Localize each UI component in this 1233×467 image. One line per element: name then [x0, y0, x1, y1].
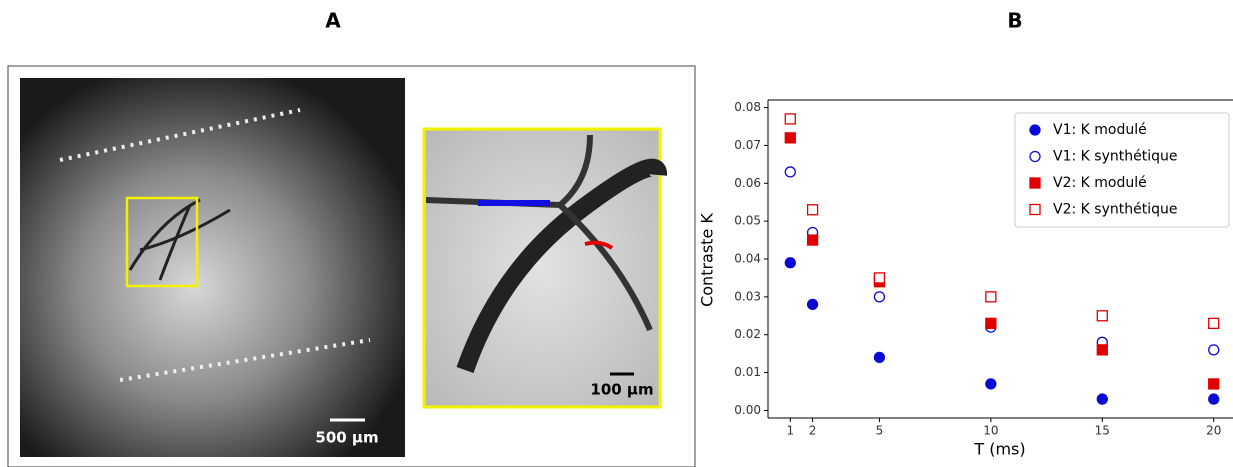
y-tick-label: 0.01	[734, 365, 761, 379]
roi-box	[125, 196, 199, 288]
point	[1208, 344, 1220, 356]
point	[1096, 393, 1108, 405]
point	[1208, 378, 1220, 390]
legend-label: V2: K synthétique	[1053, 202, 1177, 218]
scale-bar-label: 100 µm	[590, 381, 653, 399]
point	[784, 132, 796, 144]
microscopy-image	[20, 78, 405, 457]
legend-label: V1: K modulé	[1053, 122, 1147, 138]
y-tick-label: 0.07	[734, 138, 761, 152]
point	[873, 291, 886, 303]
image-detail	[128, 198, 231, 281]
point	[806, 234, 819, 246]
point	[873, 272, 886, 284]
x-tick-label: 20	[1206, 424, 1221, 438]
x-tick-label: 10	[983, 424, 998, 438]
point	[873, 351, 886, 364]
y-tick-label: 0.03	[734, 289, 761, 303]
legend-label: V2: K modulé	[1053, 175, 1147, 191]
point	[985, 317, 997, 330]
image-detail	[425, 134, 653, 332]
panel-label: A	[325, 9, 341, 33]
point	[1208, 317, 1220, 330]
point	[1096, 344, 1108, 356]
y-tick-label: 0.08	[734, 100, 761, 114]
y-axis-label: Contraste K	[698, 213, 717, 307]
point	[1208, 393, 1220, 405]
point	[985, 378, 997, 390]
x-axis-label: T (ms)	[973, 440, 1025, 459]
point	[985, 291, 997, 303]
legend-box	[1014, 112, 1230, 228]
legend-label: V1: K synthétique	[1053, 149, 1177, 165]
point	[806, 298, 819, 311]
legend-marker	[1029, 203, 1041, 216]
legend-marker	[1029, 177, 1041, 189]
point	[784, 113, 796, 125]
x-tick-label: 15	[1095, 424, 1110, 438]
panel-b: 0.00 0.01 0.02 0.03 0.04 0.05 0.06 0.07 0.08 1 2 5 1…	[698, 99, 1233, 459]
x-tick-label: 5	[876, 424, 884, 438]
y-tick-label: 0.06	[734, 176, 761, 190]
point	[806, 204, 819, 216]
legend-marker	[1029, 124, 1041, 136]
point	[784, 166, 796, 178]
x-tick-label: 1	[786, 424, 794, 438]
vessel-v2	[584, 240, 614, 250]
panel-label: B	[1007, 9, 1022, 33]
y-tick-label: 0.00	[734, 403, 761, 417]
y-tick-label: 0.02	[734, 327, 761, 341]
y-tick-label: 0.05	[734, 214, 761, 228]
x-tick-label: 2	[809, 424, 817, 438]
scale-bar-label: 500 µm	[315, 429, 378, 447]
point	[1096, 310, 1108, 322]
point	[784, 257, 796, 269]
legend-marker	[1029, 150, 1041, 163]
image-detail	[59, 108, 371, 382]
panel-a: 500 µm 100 µm	[7, 65, 696, 467]
y-tick-label: 0.04	[734, 252, 761, 266]
